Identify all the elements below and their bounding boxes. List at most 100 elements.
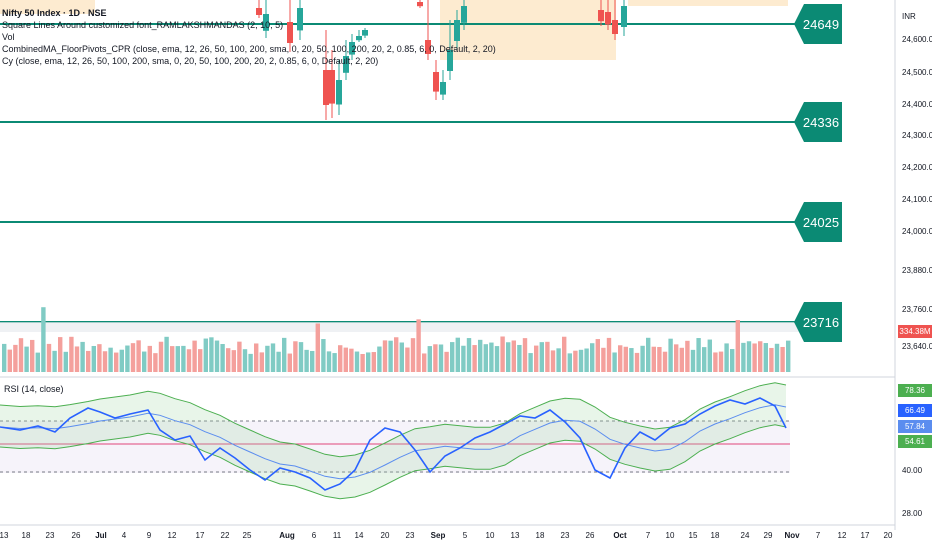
volume-bar: [758, 341, 763, 372]
candle-body: [323, 70, 329, 105]
price-tick: 24,100.00: [902, 195, 932, 204]
price-tick: 24,000.00: [902, 227, 932, 236]
volume-bar: [455, 337, 460, 372]
volume-bar: [539, 342, 544, 372]
volume-bar: [315, 323, 320, 372]
date-tick: 9: [146, 531, 152, 540]
volume-bar: [80, 341, 85, 372]
price-tick: 24,500.00: [902, 68, 932, 77]
volume-bar: [388, 340, 393, 372]
volume-bar: [226, 348, 231, 372]
volume-bar: [74, 346, 80, 372]
volume-bar: [511, 340, 516, 372]
volume-bar: [203, 338, 208, 372]
rsi-background-band: [0, 421, 790, 473]
volume-bar: [310, 350, 315, 372]
volume-bar: [35, 352, 40, 372]
date-tick: 17: [860, 531, 870, 540]
date-tick: 13: [0, 531, 9, 540]
volume-bar: [377, 346, 382, 372]
date-tick: 10: [485, 531, 495, 540]
volume-bar: [567, 353, 572, 372]
volume-bar: [724, 343, 729, 372]
date-tick: 6: [311, 531, 317, 540]
volume-bar: [741, 342, 746, 372]
candle-body: [263, 14, 269, 31]
date-tick: 14: [354, 531, 364, 540]
volume-bar: [91, 345, 96, 372]
date-tick: Aug: [279, 531, 295, 540]
volume-bar: [735, 320, 740, 372]
zone-shade-right: [628, 0, 788, 6]
legend-line-4[interactable]: Cy (close, ema, 12, 26, 50, 100, 200, sm…: [2, 56, 379, 66]
level-tag-3[interactable]: 24025: [794, 202, 842, 242]
volume-bar: [545, 341, 550, 372]
legend-line-3[interactable]: CombinedMA_FloorPivots_CPR (close, ema, …: [2, 44, 496, 54]
volume-bar: [147, 345, 152, 372]
volume-bar: [405, 347, 410, 372]
volume-bar: [528, 353, 533, 372]
rsi-legend[interactable]: RSI (14, close): [4, 384, 64, 394]
volume-bar: [461, 345, 466, 372]
volume-bar: [685, 340, 690, 372]
volume-bar: [416, 319, 421, 372]
candle-body: [256, 8, 262, 15]
volume-bar: [209, 337, 214, 372]
level-tag-1[interactable]: 24649: [794, 4, 842, 44]
date-tick: 11: [332, 531, 342, 540]
volume-bar: [119, 349, 124, 372]
volume-bar: [763, 343, 768, 372]
level-tag-4[interactable]: 23716: [794, 302, 842, 342]
volume-bar: [338, 345, 343, 372]
volume-bar: [24, 346, 29, 372]
volume-bar: [2, 343, 7, 372]
date-tick: 12: [167, 531, 177, 540]
volume-bar: [394, 337, 399, 372]
volume-bar: [556, 348, 561, 372]
volume-bar: [30, 339, 35, 372]
date-tick: 18: [535, 531, 545, 540]
price-tick: 24,400.00: [902, 100, 932, 109]
volume-bar: [752, 343, 757, 372]
volume-bar: [696, 338, 701, 372]
volume-bar: [153, 353, 158, 372]
volume-bar: [444, 351, 449, 372]
volume-bar: [500, 336, 505, 372]
date-tick: 26: [71, 531, 81, 540]
legend-line-2[interactable]: Vol: [2, 32, 15, 42]
price-tick: 23,640.00: [902, 342, 932, 351]
volume-bar: [573, 350, 578, 372]
volume-bar: [52, 350, 57, 372]
volume-bar: [629, 348, 634, 372]
volume-bar: [399, 342, 404, 372]
volume-bar: [668, 338, 673, 372]
level-tag-2[interactable]: 24336: [794, 102, 842, 142]
volume-bar: [114, 352, 119, 372]
date-tick: 13: [510, 531, 520, 540]
volume-bar: [198, 349, 203, 372]
volume-bar: [517, 344, 522, 372]
candle-body: [598, 10, 604, 22]
volume-bar: [483, 344, 488, 372]
indicator-legend: Nifty 50 Index · 1D · NSE Square Lines A…: [2, 7, 496, 67]
symbol-title[interactable]: Nifty 50 Index · 1D · NSE: [2, 8, 107, 18]
zone-shade-mid: [440, 0, 616, 60]
volume-bar: [690, 349, 696, 372]
candle-body: [433, 72, 439, 92]
volume-bar: [730, 349, 735, 372]
candle-body: [349, 42, 355, 55]
rsi-value-tag: 66.49: [898, 404, 932, 417]
volume-bar: [170, 346, 175, 372]
volume-bar: [276, 351, 281, 372]
date-tick: 17: [195, 531, 205, 540]
volume-bar: [494, 346, 500, 372]
date-tick: 22: [220, 531, 230, 540]
currency-label[interactable]: INR: [902, 12, 916, 21]
volume-bar: [707, 339, 712, 372]
candle-body: [356, 36, 362, 41]
rsi-band-fill: [0, 382, 786, 499]
legend-line-1[interactable]: Square Lines Around customized font_RAML…: [2, 20, 284, 30]
volume-bar: [360, 353, 365, 372]
candle-body: [461, 6, 467, 23]
